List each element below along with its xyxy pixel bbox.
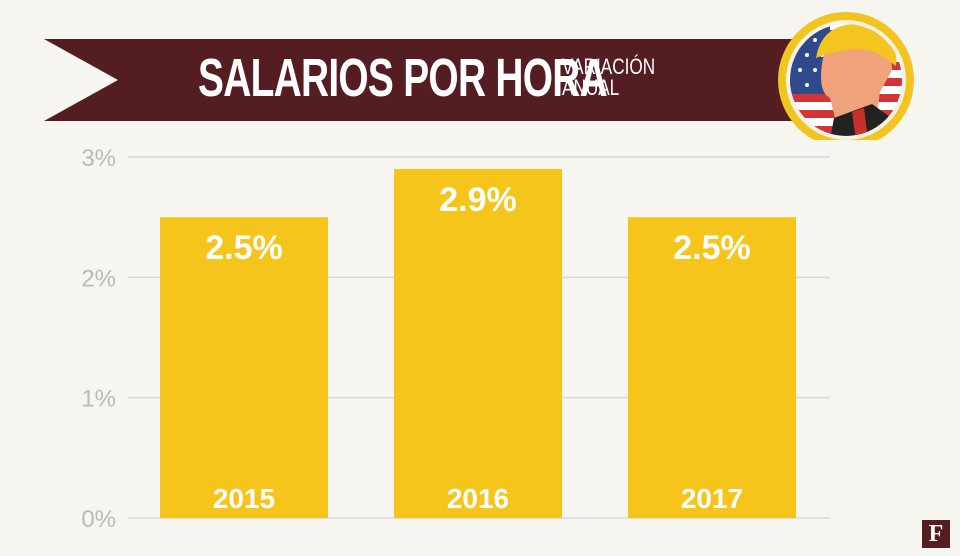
bar-labels: 2.5% 2015 2.9% 2016 2.5% 2017 [205,181,751,514]
chart-title: SALARIOS POR HORA [198,48,608,108]
bars [160,169,796,519]
banner-shape [44,39,820,121]
trump-flag-portrait-icon [778,12,914,140]
bar-2017 [628,217,796,518]
x-category-label: 2015 [213,483,275,514]
bar-2015 [160,217,328,518]
forbes-logo-icon: F [922,520,950,548]
y-tick-label: 2% [81,265,116,292]
x-category-label: 2017 [681,483,743,514]
chart-subtitle-line1: VARIACIÓN [562,54,656,79]
bar-2016 [394,169,562,519]
y-tick-label: 0% [81,506,116,533]
title-banner [44,12,914,140]
bar-value-label: 2.5% [205,229,283,267]
y-axis-ticks: 0% 1% 2% 3% [81,145,116,533]
chart-subtitle-line2: ANUAL [562,75,620,100]
y-tick-label: 3% [81,145,116,172]
x-category-label: 2016 [447,483,509,514]
bar-value-label: 2.5% [673,229,751,267]
y-tick-label: 1% [81,386,116,413]
chart-subtitle: VARIACIÓN ANUAL [562,54,656,100]
bar-value-label: 2.9% [439,181,517,219]
